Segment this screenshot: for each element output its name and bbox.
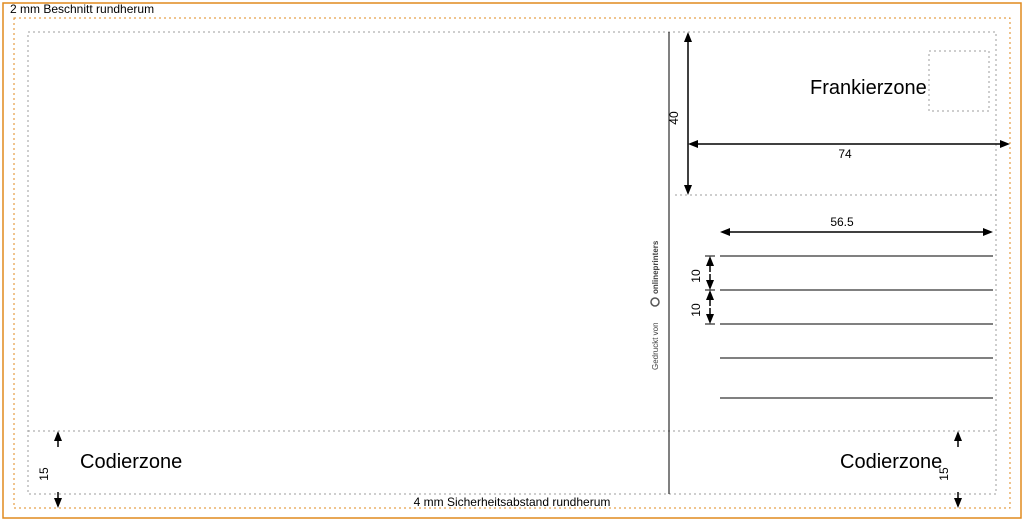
stamp-box [929, 51, 989, 111]
svg-text:56.5: 56.5 [830, 215, 854, 229]
safe-label: 4 mm Sicherheitsabstand rundherum [414, 495, 611, 509]
svg-text:74: 74 [838, 147, 852, 161]
coding-zone-label-left: Codierzone [80, 451, 182, 473]
svg-text:40: 40 [667, 111, 681, 125]
coding-zone-label-right: Codierzone [840, 451, 942, 473]
svg-text:10: 10 [689, 303, 703, 317]
frankier-label: Frankierzone [810, 77, 927, 99]
bleed-label: 2 mm Beschnitt rundherum [10, 2, 154, 16]
safe-border [28, 32, 996, 494]
svg-text:15: 15 [37, 467, 51, 481]
brand-mark: onlineprinters [651, 240, 660, 306]
brand-name: onlineprinters [651, 240, 660, 294]
svg-text:15: 15 [937, 467, 951, 481]
svg-text:10: 10 [689, 269, 703, 283]
printed-by-label: Gedruckt von [651, 322, 660, 370]
